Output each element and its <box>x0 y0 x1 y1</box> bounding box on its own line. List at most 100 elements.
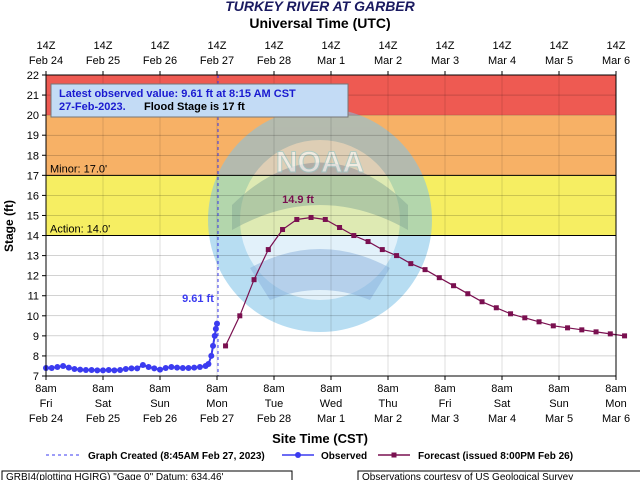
forecast-point <box>237 313 243 319</box>
latest-observation-date: 27-Feb-2023. <box>59 101 126 113</box>
latest-observation-text: Latest observed value: 9.61 ft at 8:15 A… <box>59 88 296 100</box>
bottom-tick-label: Mar 2 <box>374 413 402 425</box>
top-tick-label: Mar 2 <box>374 55 402 67</box>
bottom-tick-label: 8am <box>377 383 398 395</box>
forecast-point <box>465 291 471 297</box>
forecast-point <box>265 247 271 253</box>
bottom-tick-label: 8am <box>434 383 455 395</box>
top-tick-label: 14Z <box>94 40 113 52</box>
top-axis-title: Universal Time (UTC) <box>249 15 390 31</box>
forecast-point <box>579 327 585 333</box>
bottom-tick-label: Sat <box>494 398 511 410</box>
bottom-tick-label: Mar 1 <box>317 413 345 425</box>
y-tick-label: 20 <box>27 110 39 122</box>
top-tick-label: 14Z <box>151 40 170 52</box>
y-tick-label: 11 <box>28 291 39 303</box>
bottom-tick-label: Wed <box>320 398 342 410</box>
bottom-axis: 8am Fri Feb 24 8am Sat Feb 25 8am Sun Feb 26 8am M… <box>29 376 630 425</box>
forecast-point <box>422 267 428 273</box>
top-tick-label: Mar 1 <box>317 55 345 67</box>
top-tick-label: 14Z <box>37 40 56 52</box>
y-tick-label: 7 <box>33 371 39 383</box>
bottom-tick-label: Thu <box>379 398 398 410</box>
y-tick-label: 12 <box>27 271 39 283</box>
top-tick-label: Feb 26 <box>143 55 177 67</box>
forecast-point <box>379 247 385 253</box>
top-tick-label: 14Z <box>550 40 569 52</box>
bottom-tick-label: Mon <box>605 398 626 410</box>
y-axis-title: Stage (ft) <box>2 200 16 252</box>
bottom-tick-label: Sun <box>150 398 170 410</box>
legend-observed-marker <box>295 452 301 458</box>
y-tick-label: 10 <box>27 311 39 323</box>
forecast-point <box>536 319 542 325</box>
observed-point <box>214 320 220 327</box>
top-tick-label: Feb 27 <box>200 55 234 67</box>
observed-point <box>205 360 212 367</box>
observed-point <box>211 332 218 339</box>
observed-point <box>168 363 175 370</box>
y-tick-label: 19 <box>27 130 39 142</box>
observed-point <box>157 366 163 373</box>
observed-point <box>54 363 61 370</box>
top-tick-label: Feb 24 <box>29 55 63 67</box>
observed-point <box>94 367 101 374</box>
legend-created-label: Graph Created (8:45AM Feb 27, 2023) <box>88 451 265 462</box>
y-tick-label: 14 <box>27 231 39 243</box>
observed-point <box>151 365 158 372</box>
observed-point <box>179 364 186 371</box>
forecast-point <box>436 275 442 281</box>
forecast-point <box>322 216 328 222</box>
observed-point <box>212 325 219 332</box>
bottom-tick-label: Fri <box>439 398 452 410</box>
observed-point <box>208 352 215 359</box>
observed-point <box>88 366 95 373</box>
top-tick-label: Feb 25 <box>86 55 120 67</box>
y-tick-label: 17 <box>27 170 39 182</box>
forecast-point <box>294 216 300 222</box>
observed-point <box>122 365 129 372</box>
observed-point <box>191 364 198 371</box>
y-tick-label: 22 <box>27 70 39 82</box>
noaa-logo-text: NOAA <box>276 146 364 179</box>
y-tick-label: 15 <box>27 210 39 222</box>
bottom-tick-label: Sun <box>549 398 569 410</box>
flood-stage-text: Flood Stage is 17 ft <box>144 101 245 113</box>
data-series <box>43 214 628 374</box>
observed-point <box>105 366 112 373</box>
observed-point <box>134 365 141 372</box>
forecast-point <box>394 253 400 259</box>
observed-point <box>210 342 217 349</box>
footer-courtesy-text: Observations courtesy of US Geological S… <box>362 472 573 480</box>
bottom-tick-label: Mar 5 <box>545 413 573 425</box>
legend-forecast-marker <box>391 452 397 458</box>
observed-point <box>162 364 169 371</box>
observed-point <box>117 366 124 373</box>
top-tick-label: Mar 3 <box>431 55 459 67</box>
forecast-point <box>565 325 571 331</box>
bottom-tick-label: 8am <box>491 383 512 395</box>
y-tick-label: 21 <box>27 90 39 102</box>
y-tick-label: 13 <box>27 251 39 263</box>
bottom-tick-label: 8am <box>263 383 284 395</box>
y-tick-label: 9 <box>33 331 39 343</box>
top-tick-label: 14Z <box>379 40 398 52</box>
observed-point <box>48 364 55 371</box>
y-tick-label: 16 <box>27 190 39 202</box>
forecast-point <box>308 214 314 220</box>
forecast-point <box>451 283 457 289</box>
forecast-point <box>337 225 343 231</box>
forecast-point <box>522 315 528 321</box>
top-tick-label: 14Z <box>322 40 341 52</box>
footer-datum-text: GRBI4(plotting HGIRG) "Gage 0" Datum: 63… <box>6 472 224 480</box>
observed-point <box>71 365 78 372</box>
bottom-tick-label: Feb 28 <box>257 413 291 425</box>
forecast-point <box>365 239 371 245</box>
top-tick-label: 14Z <box>493 40 512 52</box>
forecast-point <box>251 277 257 283</box>
forecast-point <box>223 343 229 349</box>
bottom-tick-label: Mon <box>206 398 227 410</box>
plot-frame <box>45 74 617 377</box>
